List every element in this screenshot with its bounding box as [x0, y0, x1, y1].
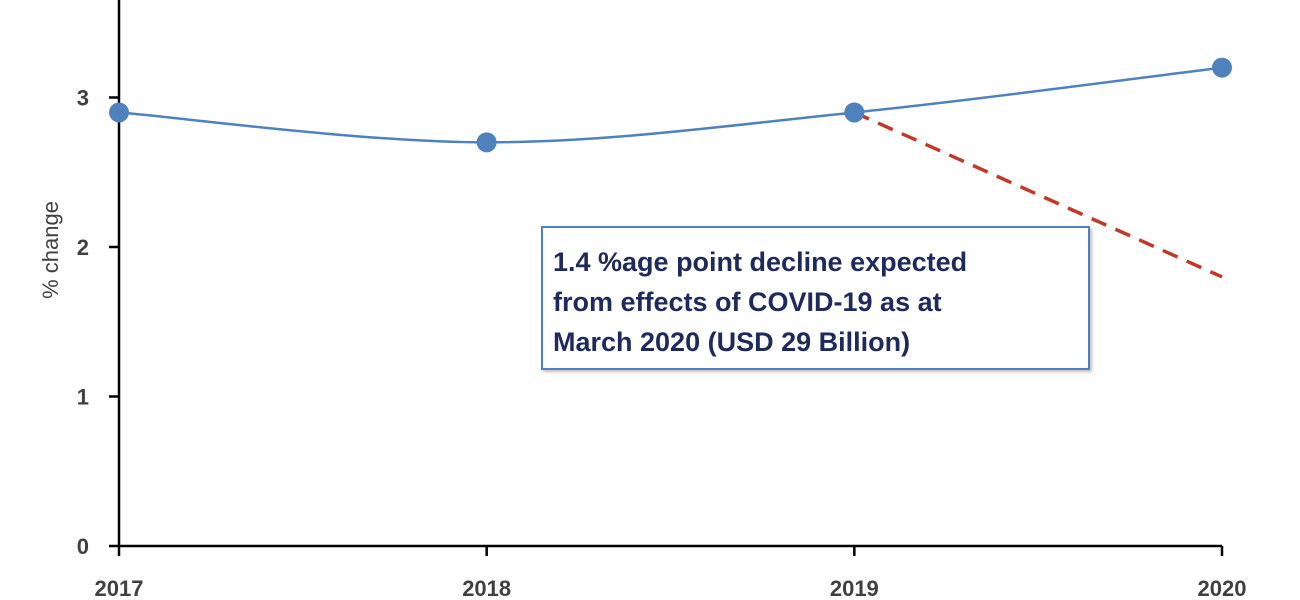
data-point-2018 [476, 132, 497, 153]
data-point-2019 [844, 102, 865, 123]
data-point-2020 [1212, 57, 1232, 78]
y-tick-label-1: 1 [77, 385, 89, 410]
y-tick-label-3: 3 [77, 86, 89, 111]
axes [117, 0, 1222, 548]
x-tick-label-2020: 2020 [1198, 576, 1247, 600]
ticks [109, 96, 1224, 556]
series-layer [109, 57, 1232, 279]
data-point-2017 [109, 102, 129, 123]
x-tick-label-2019: 2019 [830, 576, 879, 600]
x-tick-label-2017: 2017 [95, 576, 144, 600]
x-tick-label-2018: 2018 [462, 576, 511, 600]
y-tick-label-0: 0 [77, 534, 89, 559]
annotation-line-3: March 2020 (USD 29 Billion) [553, 327, 911, 357]
y-axis-title: % change [38, 201, 63, 299]
projection-dashed-line [853, 110, 1223, 279]
series-line [118, 66, 1223, 144]
annotation-box: 1.4 %age point decline expected from eff… [541, 226, 1090, 370]
tick-labels: 0 1 2 3 2017 2018 2019 2020 [77, 86, 1247, 600]
y-tick-label-2: 2 [77, 235, 89, 260]
annotation-line-1: 1.4 %age point decline expected [553, 247, 968, 277]
annotation-line-2: from effects of COVID-19 as at [553, 287, 942, 317]
